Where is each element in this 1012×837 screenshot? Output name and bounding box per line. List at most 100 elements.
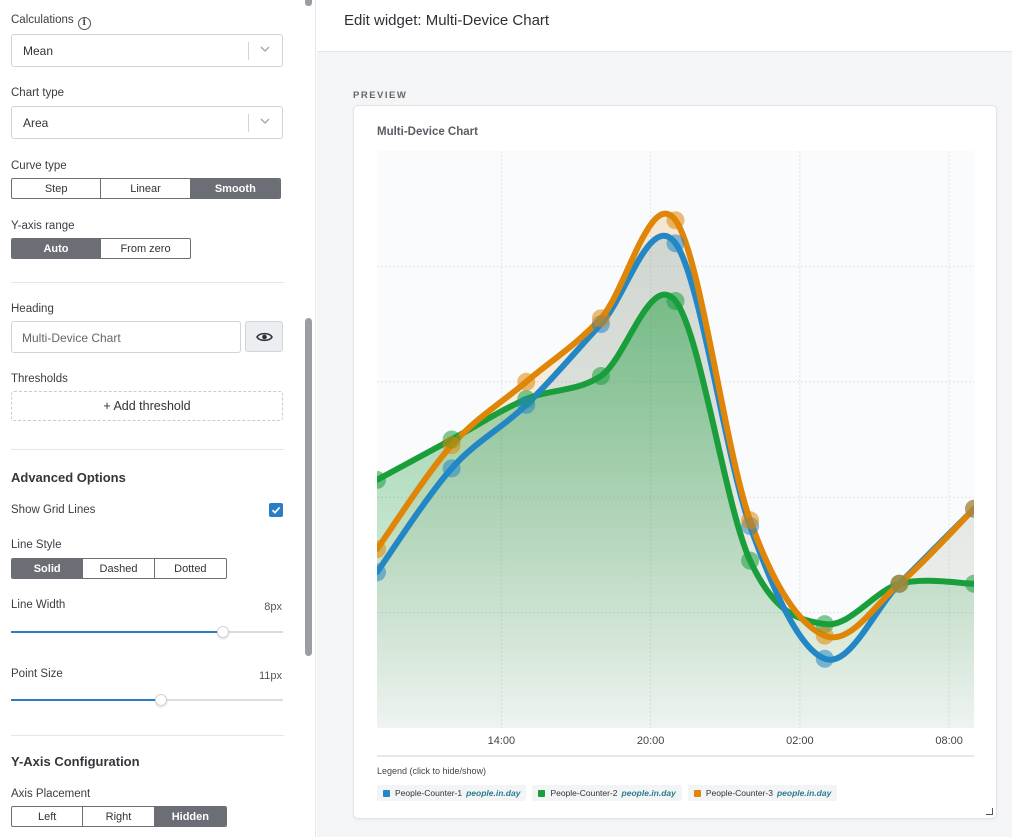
x-tick-label: 02:00 <box>786 735 814 747</box>
chart-title: Multi-Device Chart <box>377 126 478 138</box>
data-point-people-counter-1 <box>815 649 834 668</box>
select-separator <box>248 42 249 60</box>
show-grid-lines-checkbox[interactable] <box>269 503 283 517</box>
calculations-value: Mean <box>23 44 54 58</box>
slider-fill <box>11 631 224 633</box>
calculations-select[interactable]: Mean <box>11 34 283 67</box>
axis-placement-toggle: Left Right Hidden <box>11 806 227 827</box>
slider-fill <box>11 699 161 701</box>
data-point-people-counter-1 <box>666 234 685 253</box>
legend-series-unit: people.in.day <box>776 788 832 798</box>
chevron-down-icon <box>260 118 270 124</box>
chart-preview-card: 14:00 20:00 02:00 08:00 Multi-Device Chart … <box>353 105 997 819</box>
widget-settings-sidebar: Calculations i Mean Chart type Area Curve… <box>0 0 316 837</box>
legend-series-unit: people.in.day <box>621 788 676 798</box>
legend-swatch <box>538 789 546 797</box>
page-title: Edit widget: Multi-Device Chart <box>344 12 550 29</box>
line-width-value: 8px <box>264 601 282 613</box>
data-point-people-counter-3 <box>591 309 610 328</box>
advanced-options-title: Advanced Options <box>11 470 126 485</box>
curve-step-option[interactable]: Step <box>12 179 102 198</box>
point-size-label: Point Size <box>11 668 63 680</box>
data-point-people-counter-3 <box>965 499 974 518</box>
eye-icon <box>255 332 273 341</box>
x-tick-label: 20:00 <box>637 735 665 747</box>
divider <box>11 449 284 450</box>
series-line-people-counter-1 <box>377 232 974 663</box>
thresholds-label: Thresholds <box>11 373 68 385</box>
legend-swatch <box>693 789 701 797</box>
resize-handle[interactable] <box>986 808 993 815</box>
data-point-people-counter-2 <box>741 551 760 570</box>
curve-smooth-option[interactable]: Smooth <box>190 179 280 198</box>
x-tick-label: 14:00 <box>488 735 516 747</box>
data-point-people-counter-3 <box>890 574 909 593</box>
legend-swatch <box>383 789 390 797</box>
divider <box>11 735 284 736</box>
data-point-people-counter-3 <box>666 211 685 230</box>
y-axis-configuration-title: Y-Axis Configuration <box>11 754 140 769</box>
plot-area <box>377 210 974 728</box>
point-size-slider[interactable] <box>11 694 283 706</box>
divider <box>11 282 284 283</box>
line-width-slider-handle[interactable] <box>217 626 230 638</box>
add-threshold-button[interactable]: + Add threshold <box>11 391 283 421</box>
data-point-people-counter-3 <box>741 511 760 530</box>
chart-type-label: Chart type <box>11 87 65 99</box>
y-axis-range-toggle: Auto From zero <box>11 238 191 259</box>
data-point-people-counter-1 <box>517 395 536 414</box>
data-point-people-counter-2 <box>965 574 974 593</box>
line-style-label: Line Style <box>11 539 62 551</box>
line-style-toggle: Solid Dashed Dotted <box>11 558 227 579</box>
line-dashed-option[interactable]: Dashed <box>83 559 155 578</box>
chevron-down-icon <box>260 46 270 52</box>
data-point-people-counter-1 <box>377 563 386 582</box>
x-tick-label: 08:00 <box>935 735 963 747</box>
info-icon[interactable]: i <box>77 17 91 30</box>
legend-item-people-counter-1[interactable]: People-Counter-1 people.in.day <box>377 785 527 801</box>
line-width-slider[interactable] <box>11 626 283 638</box>
legend-series-name: People-Counter-2 <box>550 788 618 798</box>
axis-hidden-option[interactable]: Hidden <box>154 807 226 826</box>
legend-title: Legend (click to hide/show) <box>377 766 487 776</box>
axis-right-option[interactable]: Right <box>83 807 155 826</box>
data-point-people-counter-2 <box>377 470 386 489</box>
preview-label: PREVIEW <box>353 90 408 101</box>
point-size-slider-handle[interactable] <box>154 694 167 706</box>
chart-type-value: Area <box>23 116 49 130</box>
sidebar-scrollbar[interactable] <box>305 318 312 656</box>
data-point-people-counter-3 <box>377 540 386 559</box>
line-dotted-option[interactable]: Dotted <box>174 562 207 575</box>
axis-placement-label: Axis Placement <box>11 788 91 800</box>
heading-input-value: Multi-Device Chart <box>22 331 121 345</box>
heading-input[interactable]: Multi-Device Chart <box>11 321 241 353</box>
curve-type-toggle: Step Linear Smooth <box>11 178 281 199</box>
heading-label: Heading <box>11 303 54 315</box>
data-point-people-counter-2 <box>591 367 610 386</box>
scrollbar-top <box>305 0 312 6</box>
legend-item-people-counter-2[interactable]: People-Counter-2 people.in.day <box>532 785 682 801</box>
range-auto-option[interactable]: Auto <box>12 239 101 258</box>
point-size-value: 11px <box>258 670 282 682</box>
data-point-people-counter-3 <box>442 436 461 455</box>
editor-header: Edit widget: Multi-Device Chart <box>317 0 1012 52</box>
y-axis-range-label: Y-axis range <box>11 220 75 232</box>
legend-series-name: People-Counter-3 <box>705 788 773 798</box>
line-width-label: Line Width <box>11 599 66 611</box>
line-solid-option[interactable]: Solid <box>12 559 84 578</box>
range-from-zero-option[interactable]: From zero <box>120 242 171 255</box>
data-point-people-counter-3 <box>815 626 834 645</box>
legend-series-unit: people.in.day <box>466 788 521 798</box>
checkmark-icon <box>271 506 281 514</box>
legend-item-people-counter-3[interactable]: People-Counter-3 people.in.day <box>687 785 838 801</box>
chart-type-select[interactable]: Area <box>11 106 283 139</box>
data-point-people-counter-1 <box>442 459 461 478</box>
calculations-label: Calculations i <box>11 14 91 30</box>
data-point-people-counter-3 <box>517 372 536 391</box>
toggle-heading-visibility-button[interactable] <box>245 321 283 352</box>
multi-device-chart[interactable]: 14:00 20:00 02:00 08:00 <box>354 106 998 820</box>
select-separator <box>248 114 249 132</box>
axis-left-option[interactable]: Left <box>12 807 84 826</box>
data-point-people-counter-2 <box>666 292 685 311</box>
curve-linear-option[interactable]: Linear <box>101 179 191 198</box>
